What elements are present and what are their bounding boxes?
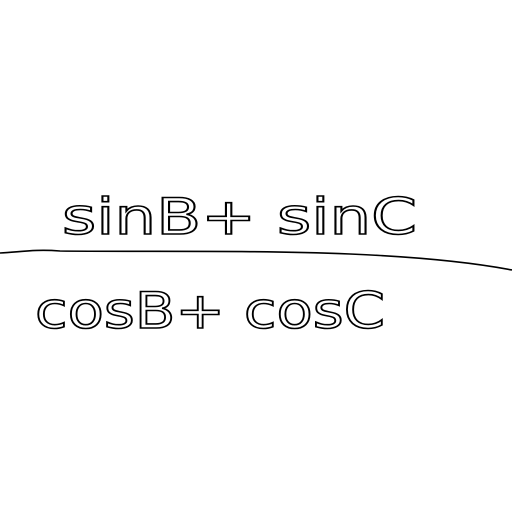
- fraction-bar: [0, 249, 512, 271]
- numerator: sinB+ sinC: [62, 188, 417, 246]
- denominator: cosB+ cosC: [35, 282, 385, 340]
